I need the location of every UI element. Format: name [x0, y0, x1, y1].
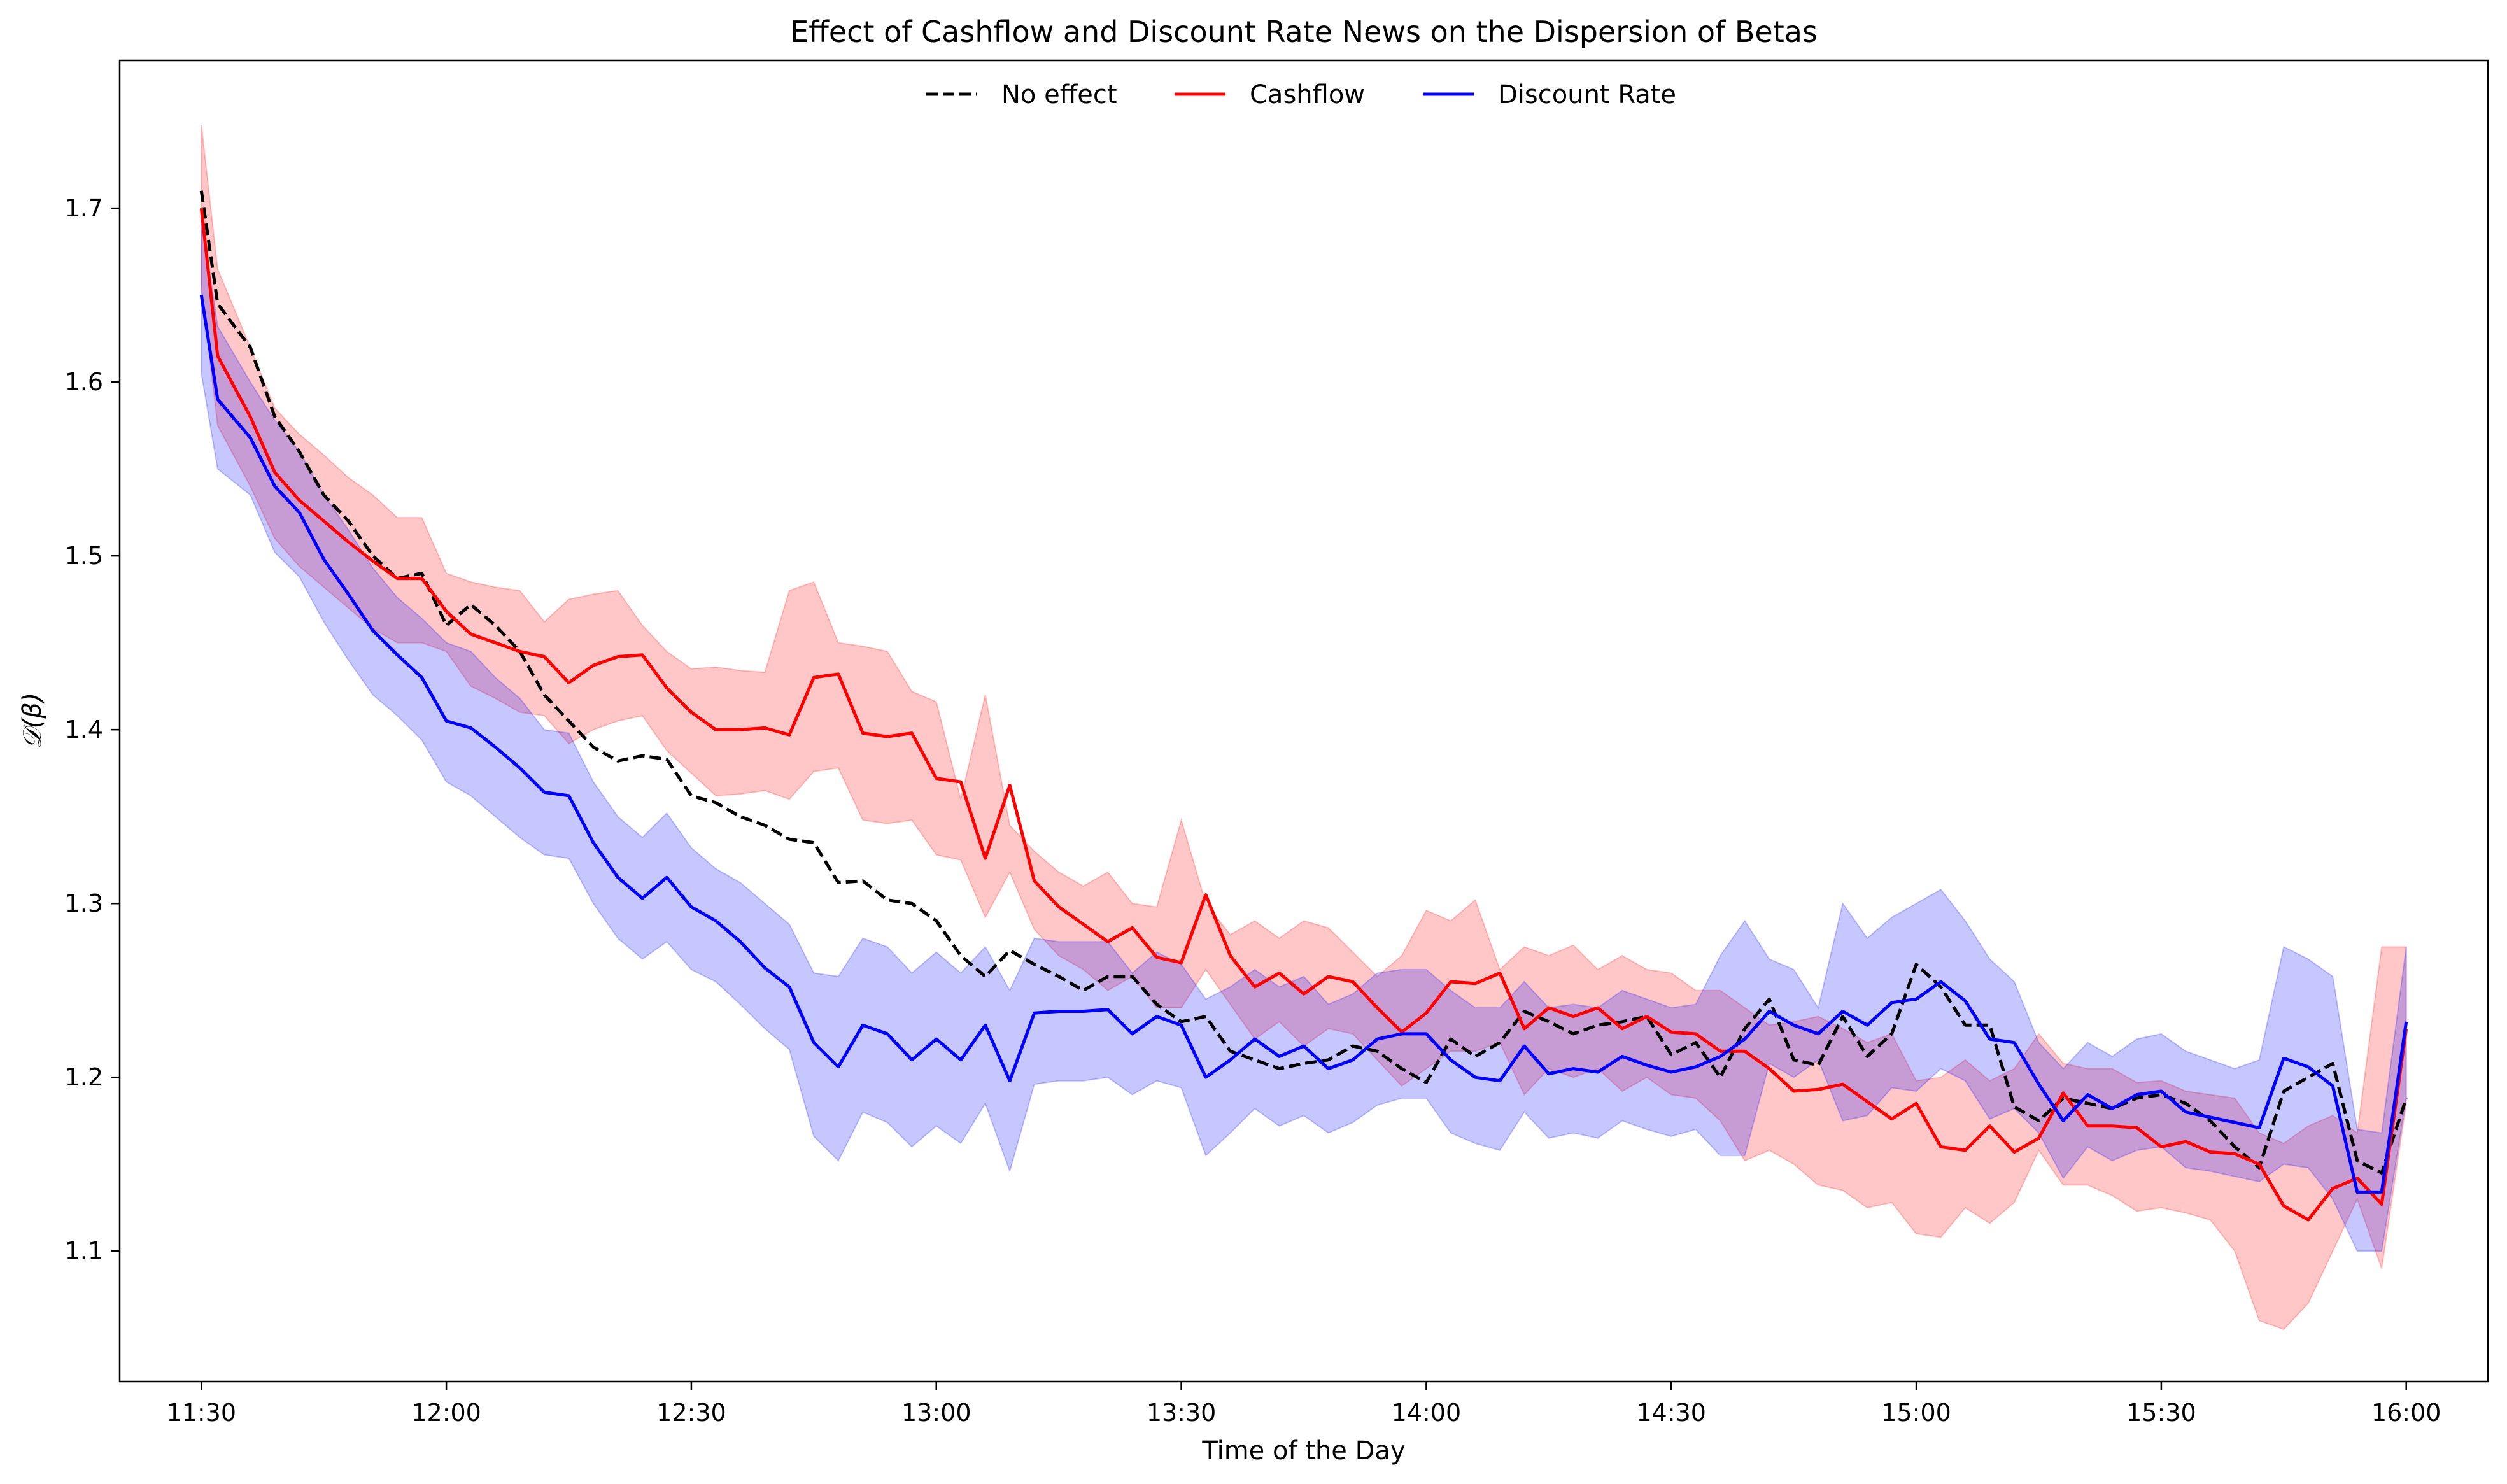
- plot-frame: [118, 59, 2489, 1383]
- y-tick-label: 1.4: [65, 716, 103, 744]
- x-tick-label: 15:00: [1881, 1399, 1951, 1427]
- y-axis-label: 𝒟(β): [18, 693, 47, 749]
- legend-label-no-effect: No effect: [1001, 80, 1117, 110]
- y-tick-label: 1.3: [65, 889, 103, 917]
- x-tick-label: 12:30: [656, 1399, 726, 1427]
- x-tick-label: 13:30: [1147, 1399, 1217, 1427]
- series-line-no-effect: [199, 190, 2408, 1175]
- x-tick-label: 14:00: [1392, 1399, 1462, 1427]
- x-axis-ticks: 11:30 12:00 12:30 13:00 13:30 14:00 14:30 15:00…: [167, 1382, 2441, 1427]
- y-tick-label: 1.7: [65, 194, 103, 222]
- y-tick-label: 1.6: [65, 368, 103, 396]
- x-tick-label: 11:30: [167, 1399, 237, 1427]
- series-line-cashflow: [199, 208, 2408, 1222]
- y-tick-label: 1.2: [65, 1063, 103, 1091]
- x-tick-label: 15:30: [2126, 1399, 2196, 1427]
- x-tick-label: 12:00: [411, 1399, 481, 1427]
- confidence-band-cashflow: [201, 124, 2407, 1331]
- y-tick-label: 1.1: [65, 1237, 103, 1265]
- x-tick-label: 14:30: [1636, 1399, 1706, 1427]
- series-line-discount-rate: [199, 295, 2408, 1194]
- y-tick-label: 1.5: [65, 542, 103, 570]
- legend-label-cashflow: Cashflow: [1250, 80, 1365, 110]
- x-tick-label: 13:00: [901, 1399, 971, 1427]
- x-axis-label: Time of the Day: [1201, 1436, 1405, 1466]
- chart-title: Effect of Cashflow and Discount Rate New…: [790, 15, 1818, 49]
- y-axis-ticks: 1.1 1.2 1.3 1.4 1.5 1.6 1.7: [65, 194, 120, 1265]
- legend-label-discount-rate: Discount Rate: [1498, 80, 1676, 110]
- series-layer: [199, 190, 2408, 1222]
- legend: No effect Cashflow Discount Rate: [926, 80, 1676, 110]
- x-tick-label: 16:00: [2371, 1399, 2441, 1427]
